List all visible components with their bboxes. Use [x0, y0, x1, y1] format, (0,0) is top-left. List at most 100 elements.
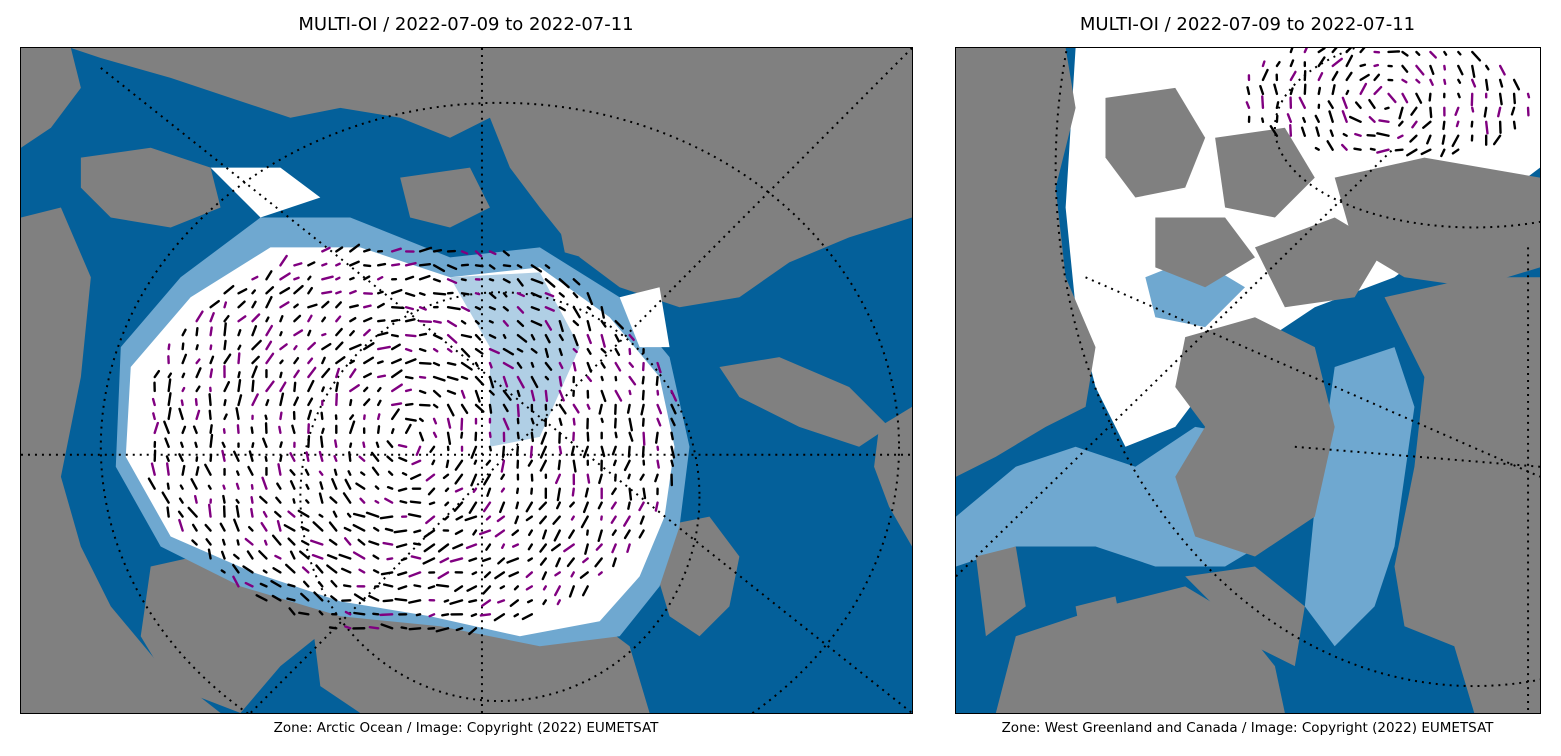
- drift-arrow: [474, 375, 485, 386]
- drift-arrow: [488, 306, 496, 311]
- drift-arrow: [150, 462, 156, 476]
- drift-arrow: [274, 510, 282, 518]
- drift-arrow: [1401, 50, 1409, 57]
- drift-arrow: [1331, 57, 1343, 68]
- drift-arrow: [1275, 60, 1281, 68]
- drift-arrow: [501, 445, 506, 459]
- drift-arrow: [418, 431, 425, 442]
- drift-arrow: [180, 441, 184, 448]
- drift-arrow: [494, 571, 506, 580]
- drift-arrow: [1327, 100, 1334, 110]
- drift-arrow: [374, 499, 380, 504]
- drift-arrow: [530, 333, 536, 341]
- drift-arrow: [404, 318, 416, 323]
- drift-arrow: [349, 243, 361, 253]
- drift-arrow: [165, 455, 170, 462]
- drift-arrow: [258, 550, 268, 560]
- drift-arrow: [611, 487, 617, 496]
- drift-arrow: [582, 557, 589, 564]
- drift-arrow: [342, 584, 352, 588]
- graticule: [956, 48, 1540, 713]
- drift-arrow: [390, 358, 402, 365]
- ice-drift-vectors: [1245, 48, 1531, 158]
- drift-arrow: [488, 319, 494, 324]
- drift-arrow: [204, 523, 212, 532]
- drift-arrow: [207, 548, 212, 560]
- drift-arrow: [251, 325, 258, 337]
- drift-arrow: [452, 543, 464, 550]
- drift-arrow: [223, 284, 235, 295]
- drift-arrow: [428, 613, 436, 618]
- drift-arrow: [623, 459, 631, 472]
- drift-arrow: [454, 473, 464, 485]
- drift-arrow: [390, 333, 399, 338]
- drift-arrow: [638, 501, 645, 512]
- drift-arrow: [413, 584, 422, 588]
- arctic-ocean-map[interactable]: [20, 47, 913, 714]
- drift-arrow: [251, 313, 261, 323]
- drift-arrow: [586, 319, 592, 332]
- drift-arrow: [236, 424, 240, 435]
- drift-arrow: [432, 375, 446, 382]
- drift-arrow: [251, 275, 259, 281]
- drift-arrow: [283, 524, 296, 532]
- drift-arrow: [488, 445, 492, 452]
- drift-arrow: [279, 381, 287, 393]
- drift-arrow: [472, 487, 478, 493]
- drift-arrow: [233, 553, 240, 560]
- drift-arrow: [597, 571, 603, 576]
- drift-arrow: [429, 445, 436, 453]
- drift-arrow: [321, 342, 332, 351]
- drift-arrow: [530, 361, 535, 368]
- drift-arrow: [287, 510, 296, 518]
- drift-arrow: [382, 583, 394, 588]
- drift-arrow: [572, 319, 580, 327]
- drift-arrow: [1498, 92, 1503, 106]
- drift-arrow: [488, 250, 497, 256]
- drift-arrow: [244, 581, 254, 588]
- drift-arrow: [348, 451, 352, 462]
- drift-arrow: [502, 333, 507, 340]
- drift-arrow: [516, 361, 523, 369]
- drift-arrow: [251, 365, 258, 379]
- drift-arrow: [586, 333, 592, 345]
- drift-arrow: [598, 473, 603, 485]
- drift-arrow: [404, 333, 417, 338]
- drift-arrow: [600, 306, 605, 319]
- drift-arrow: [349, 276, 355, 281]
- drift-arrow: [209, 355, 215, 365]
- drift-arrow: [526, 599, 534, 604]
- drift-arrow: [538, 501, 548, 511]
- drift-arrow: [555, 473, 561, 485]
- drift-arrow: [1471, 50, 1482, 62]
- drift-arrow: [600, 417, 604, 424]
- drift-arrow: [638, 529, 645, 539]
- drift-arrow: [626, 543, 631, 553]
- drift-arrow: [1369, 147, 1376, 151]
- drift-arrow: [363, 328, 371, 337]
- drift-arrow: [432, 264, 446, 273]
- arctic-ocean-map-canvas: [21, 48, 912, 713]
- drift-arrow: [386, 557, 394, 561]
- drift-arrow: [572, 403, 580, 414]
- drift-arrow: [223, 314, 230, 323]
- west-greenland-canada-map[interactable]: [955, 47, 1541, 714]
- drift-arrow: [500, 459, 506, 473]
- drift-arrow: [486, 487, 492, 497]
- drift-arrow: [530, 431, 535, 443]
- drift-arrow: [333, 468, 338, 476]
- drift-arrow: [262, 437, 268, 448]
- drift-arrow: [335, 262, 341, 267]
- drift-arrow: [441, 613, 450, 617]
- drift-arrow: [349, 359, 356, 365]
- drift-arrow: [251, 355, 260, 365]
- drift-arrow: [493, 613, 506, 622]
- drift-arrow: [516, 319, 525, 328]
- drift-arrow: [506, 557, 520, 564]
- drift-arrow: [397, 571, 408, 577]
- drift-arrow: [349, 289, 357, 295]
- drift-arrow: [628, 375, 637, 386]
- drift-arrow: [386, 485, 394, 490]
- drift-arrow: [181, 328, 187, 337]
- drift-arrow: [555, 557, 561, 568]
